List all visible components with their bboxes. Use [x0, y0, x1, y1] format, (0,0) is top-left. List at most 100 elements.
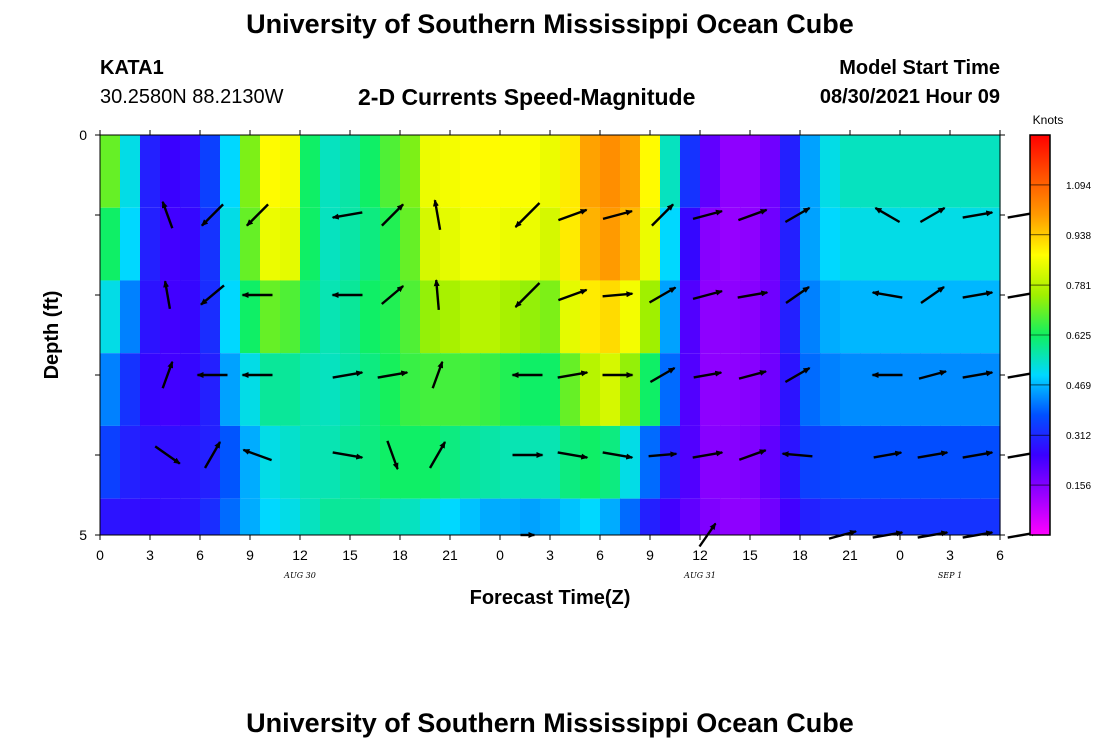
current-vector-arrow	[873, 450, 903, 459]
heatmap-cell	[720, 498, 741, 535]
heatmap-cell	[540, 207, 561, 281]
heatmap-cell	[900, 498, 921, 535]
heatmap-cell	[780, 280, 801, 354]
x-tick-label: 0	[496, 547, 504, 563]
heatmap-cell	[120, 425, 141, 499]
heatmap-cell	[940, 207, 961, 281]
current-vector-arrow	[962, 210, 994, 219]
heatmap-cell	[220, 207, 241, 281]
heatmap-cell	[640, 353, 661, 426]
heatmap-cell	[180, 425, 201, 499]
page-title: University of Southern Mississippi Ocean…	[246, 9, 854, 39]
heatmap-cell	[240, 207, 261, 281]
heatmap-cell	[180, 498, 201, 535]
heatmap-cell	[580, 353, 601, 426]
current-vector-arrow	[785, 286, 810, 304]
x-tick-label: 15	[342, 547, 358, 563]
heatmap-cell	[280, 207, 301, 281]
heatmap-cell	[300, 353, 321, 426]
heatmap-cell	[560, 135, 581, 208]
heatmap-cell	[320, 207, 341, 281]
heatmap-cell	[400, 207, 421, 281]
heatmap-cell	[980, 353, 1001, 426]
heatmap-cell	[760, 498, 781, 535]
heatmap-cell	[600, 498, 621, 535]
current-vector-arrow	[246, 203, 269, 227]
heatmap-cell	[400, 280, 421, 354]
x-tick-label: 0	[896, 547, 904, 563]
heatmap-cell	[300, 498, 321, 535]
heatmap-cell	[140, 280, 161, 354]
heatmap-cell	[440, 135, 461, 208]
heatmap-cell	[160, 425, 181, 499]
heatmap-cell	[640, 207, 661, 281]
heatmap-cell	[160, 280, 181, 354]
heatmap-cell	[520, 498, 541, 535]
heatmap-cell	[320, 135, 341, 208]
heatmap-cell	[340, 207, 361, 281]
heatmap-cell	[140, 425, 161, 499]
heatmap-cell	[840, 135, 861, 208]
heatmap-cell	[820, 353, 841, 426]
heatmap-cell	[500, 280, 521, 354]
current-vector-arrow	[651, 203, 674, 227]
heatmap-cell	[960, 498, 981, 535]
current-vector-arrow	[737, 208, 768, 222]
heatmap-cell	[280, 135, 301, 208]
heatmap-cell	[880, 207, 901, 281]
heatmap-cell	[360, 353, 381, 426]
heatmap-cell	[880, 135, 901, 208]
heatmap-cell	[800, 425, 821, 499]
heatmap-cell	[500, 498, 521, 535]
heatmap-cell	[100, 425, 121, 499]
heatmap-cell	[200, 135, 221, 208]
chart-subtitle: 2-D Currents Speed-Magnitude	[358, 84, 696, 110]
current-vector-arrow	[203, 441, 222, 469]
heatmap-cell	[520, 425, 541, 499]
y-tick-label: 5	[79, 527, 87, 543]
heatmap-cell	[640, 135, 661, 208]
heatmap-cell	[340, 498, 361, 535]
heatmap-cell	[220, 425, 241, 499]
heatmap-cell	[980, 207, 1001, 281]
heatmap-cell	[240, 135, 261, 208]
heatmap-cell	[700, 135, 721, 208]
heatmap-cell	[920, 135, 941, 208]
heatmap-cell	[140, 207, 161, 281]
heatmap-cell	[160, 353, 181, 426]
current-vector-arrow	[917, 450, 949, 459]
heatmap-cell	[880, 425, 901, 499]
heatmap-cell	[780, 207, 801, 281]
x-tick-label: 9	[246, 547, 254, 563]
date-label: SEP 1	[938, 571, 962, 580]
heatmap-cell	[500, 353, 521, 426]
heatmap-cell	[940, 135, 961, 208]
heatmap-cell	[380, 135, 401, 208]
heatmap-cell	[340, 135, 361, 208]
heatmap-cell	[620, 280, 641, 354]
heatmap-cell	[120, 498, 141, 535]
current-vector-arrow	[962, 450, 994, 459]
model-start-value: 08/30/2021 Hour 09	[819, 86, 1000, 108]
y-tick-label: 0	[79, 127, 87, 143]
heatmap-cell	[660, 135, 681, 208]
heatmap-cell	[740, 353, 761, 426]
heatmap-cell	[840, 353, 861, 426]
current-vector-arrow	[557, 370, 589, 379]
current-vector-arrow	[557, 208, 588, 222]
heatmap-cell	[160, 207, 181, 281]
heatmap-cell	[760, 353, 781, 426]
current-vector-arrow	[692, 289, 723, 301]
heatmap-cell	[960, 280, 981, 354]
current-vector-arrow	[433, 279, 440, 311]
heatmap-cell	[500, 425, 521, 499]
heatmap-cell	[460, 353, 481, 426]
current-vector-arrow	[242, 448, 273, 462]
station-id: KATA1	[100, 57, 164, 79]
x-tick-label: 9	[646, 547, 654, 563]
heatmap-cell	[360, 280, 381, 354]
heatmap-cell	[660, 280, 681, 354]
heatmap-cell	[380, 425, 401, 499]
x-tick-label: 18	[792, 547, 808, 563]
